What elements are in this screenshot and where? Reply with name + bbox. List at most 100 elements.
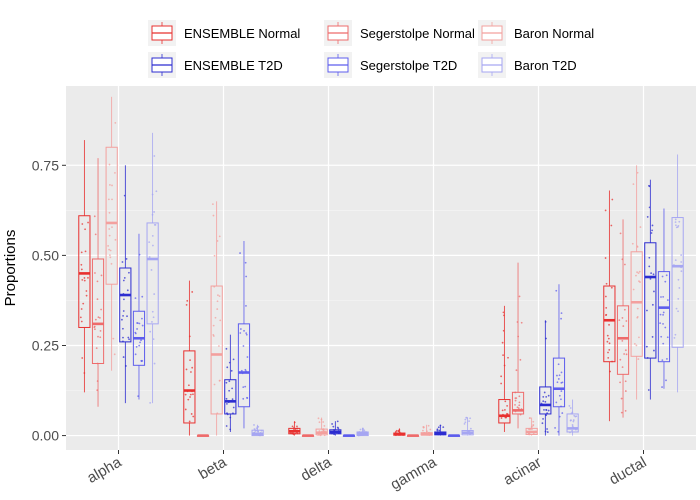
jitter-point bbox=[622, 325, 625, 327]
box-marks bbox=[78, 96, 684, 437]
legend-label: Segerstolpe T2D bbox=[360, 58, 457, 73]
jitter-point bbox=[152, 338, 155, 341]
jitter-point bbox=[638, 280, 640, 283]
box-acinar-segerstolpe-t2d bbox=[552, 284, 566, 436]
jitter-point bbox=[633, 343, 636, 345]
jitter-point bbox=[244, 385, 247, 388]
jitter-point bbox=[94, 328, 96, 331]
jitter-point bbox=[140, 339, 142, 342]
jitter-point bbox=[151, 234, 154, 237]
jitter-point bbox=[677, 278, 680, 281]
jitter-point bbox=[214, 316, 217, 319]
jitter-point bbox=[555, 289, 558, 292]
jitter-point bbox=[661, 275, 664, 278]
jitter-point bbox=[429, 428, 432, 431]
jitter-point bbox=[108, 163, 111, 166]
box-ductal-baron-normal bbox=[630, 165, 643, 400]
jitter-point bbox=[141, 324, 144, 327]
jitter-point bbox=[185, 304, 188, 306]
jitter-point bbox=[606, 340, 609, 343]
jitter-point bbox=[218, 235, 221, 238]
box-iqr bbox=[210, 285, 223, 415]
jitter-point bbox=[546, 428, 548, 430]
jitter-point bbox=[604, 209, 607, 212]
jitter-point bbox=[80, 263, 83, 266]
jitter-point bbox=[623, 353, 626, 355]
jitter-point bbox=[141, 295, 144, 298]
jitter-point bbox=[108, 234, 111, 237]
jitter-point bbox=[560, 371, 563, 374]
box-alpha-ensemble-normal bbox=[78, 140, 91, 393]
jitter-point bbox=[674, 221, 677, 224]
legend-label: ENSEMBLE T2D bbox=[184, 58, 283, 73]
jitter-point bbox=[114, 121, 117, 124]
jitter-point bbox=[631, 242, 634, 245]
jitter-point bbox=[332, 425, 335, 428]
jitter-point bbox=[519, 358, 522, 361]
legend: ENSEMBLE Normal Segerstolpe Normal Baron N… bbox=[148, 20, 594, 78]
y-tick-label: 0.25 bbox=[32, 337, 59, 353]
jitter-point bbox=[225, 347, 228, 350]
jitter-point bbox=[243, 329, 245, 332]
jitter-point bbox=[140, 360, 143, 363]
jitter-point bbox=[673, 336, 676, 339]
jitter-point bbox=[231, 387, 234, 390]
jitter-point bbox=[520, 321, 523, 324]
jitter-point bbox=[110, 262, 113, 265]
jitter-point bbox=[665, 274, 668, 277]
jitter-point bbox=[81, 357, 84, 359]
jitter-point bbox=[516, 406, 519, 409]
jitter-point bbox=[96, 280, 99, 283]
jitter-point bbox=[542, 400, 545, 403]
jitter-point bbox=[438, 429, 441, 432]
box-gamma-ensemble-t2d bbox=[434, 424, 447, 436]
jitter-point bbox=[660, 335, 663, 338]
jitter-point bbox=[139, 341, 141, 344]
jitter-point bbox=[109, 256, 112, 259]
jitter-point bbox=[558, 394, 561, 397]
box-alpha-segerstolpe-normal bbox=[91, 158, 105, 407]
jitter-point bbox=[81, 223, 84, 225]
jitter-point bbox=[218, 379, 221, 382]
jitter-point bbox=[217, 294, 219, 297]
jitter-point bbox=[636, 271, 638, 274]
jitter-point bbox=[680, 254, 683, 256]
jitter-point bbox=[464, 418, 467, 421]
jitter-point bbox=[323, 425, 326, 427]
jitter-point bbox=[109, 184, 111, 186]
jitter-point bbox=[575, 415, 578, 418]
box-iqr bbox=[539, 386, 552, 415]
x-axis: alpha beta delta gamma acinar ductal bbox=[84, 450, 650, 493]
jitter-point bbox=[100, 274, 103, 277]
jitter-point bbox=[186, 299, 189, 302]
jitter-point bbox=[545, 409, 548, 411]
jitter-point bbox=[87, 276, 89, 279]
jitter-point bbox=[109, 249, 112, 252]
legend-item-baron-normal: Baron Normal bbox=[478, 20, 594, 46]
jitter-point bbox=[244, 261, 247, 264]
jitter-point bbox=[678, 287, 681, 289]
box-acinar-ensemble-normal bbox=[498, 305, 511, 432]
jitter-point bbox=[623, 308, 626, 311]
jitter-point bbox=[569, 407, 572, 409]
jitter-point bbox=[650, 272, 653, 275]
box-beta-baron-t2d bbox=[251, 424, 264, 437]
box-ductal-ensemble-normal bbox=[603, 190, 616, 422]
y-tick-label: 0.75 bbox=[32, 157, 59, 173]
jitter-point bbox=[518, 395, 521, 398]
jitter-point bbox=[123, 298, 125, 301]
box-delta-baron-t2d bbox=[356, 428, 369, 437]
jitter-point bbox=[122, 314, 124, 317]
jitter-point bbox=[608, 323, 610, 326]
box-iqr bbox=[552, 357, 566, 408]
jitter-point bbox=[318, 421, 321, 424]
jitter-point bbox=[621, 366, 624, 369]
jitter-point bbox=[558, 374, 561, 377]
jitter-point bbox=[647, 389, 650, 391]
jitter-point bbox=[123, 277, 126, 279]
jitter-point bbox=[619, 232, 622, 235]
jitter-point bbox=[674, 333, 677, 336]
jitter-point bbox=[651, 224, 654, 227]
jitter-point bbox=[225, 397, 228, 400]
jitter-point bbox=[184, 408, 187, 411]
